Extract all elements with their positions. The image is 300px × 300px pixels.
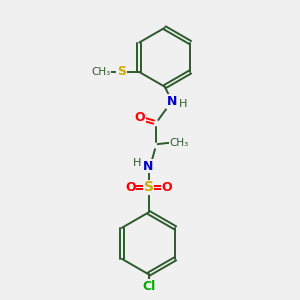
Text: Cl: Cl: [142, 280, 155, 293]
Text: H: H: [179, 99, 188, 110]
Text: CH₃: CH₃: [91, 67, 111, 77]
Text: CH₃: CH₃: [170, 138, 189, 148]
Text: H: H: [133, 158, 142, 168]
Text: S: S: [117, 65, 126, 79]
Text: N: N: [143, 160, 154, 173]
Text: N: N: [167, 95, 177, 108]
Text: O: O: [161, 181, 172, 194]
Text: O: O: [125, 181, 136, 194]
Text: S: S: [143, 180, 154, 194]
Text: O: O: [134, 111, 145, 124]
